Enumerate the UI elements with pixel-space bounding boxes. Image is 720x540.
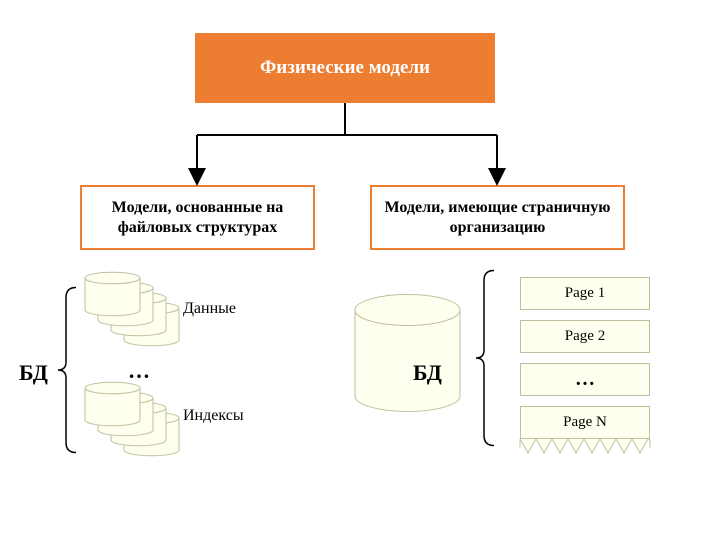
page-box-3: …	[520, 363, 650, 396]
child-box-files-text: Модели, основанные на файловых структура…	[82, 198, 313, 238]
bd-label-right: БД	[413, 360, 442, 386]
left-dots: …	[128, 358, 152, 384]
root-box-text: Физические модели	[260, 56, 430, 80]
page-box-4-text: Page N	[563, 413, 607, 432]
page-box-3-text: …	[575, 367, 595, 392]
page-box-1-text: Page 1	[565, 284, 605, 303]
child-box-pages-text: Модели, имеющие страничную организацию	[372, 198, 623, 238]
page-box-2-text: Page 2	[565, 327, 605, 346]
bd-label-left: БД	[19, 360, 48, 386]
child-box-pages: Модели, имеющие страничную организацию	[370, 185, 625, 250]
page-box-1: Page 1	[520, 277, 650, 310]
page-box-2: Page 2	[520, 320, 650, 353]
child-box-files: Модели, основанные на файловых структура…	[80, 185, 315, 250]
root-box: Физические модели	[195, 33, 495, 103]
data-label: Данные	[183, 300, 236, 318]
index-label: Индексы	[183, 407, 244, 425]
page-box-4: Page N	[520, 406, 650, 439]
